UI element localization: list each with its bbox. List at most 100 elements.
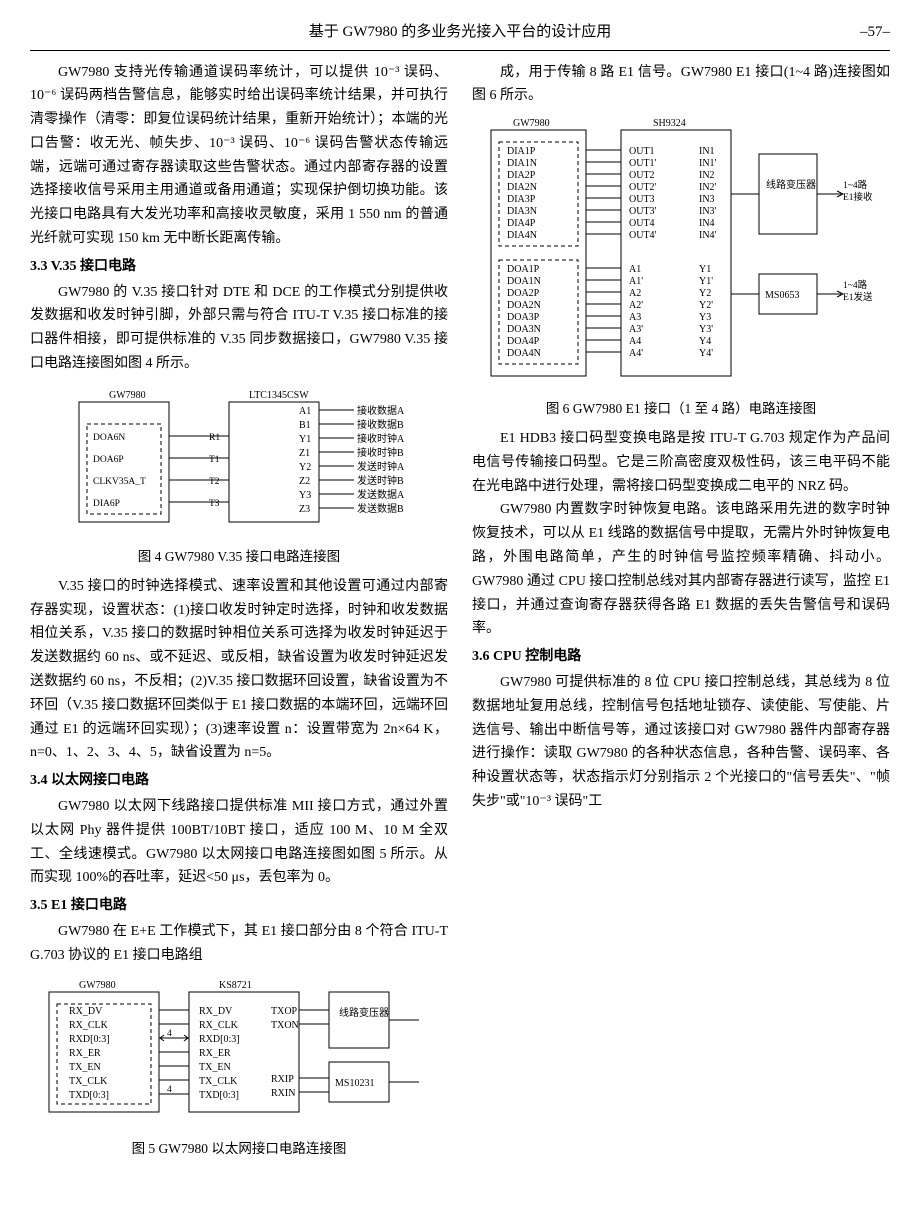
svg-text:CLKV35A_T: CLKV35A_T	[93, 477, 146, 487]
svg-text:DIA3N: DIA3N	[507, 206, 537, 217]
svg-text:线路变压器: 线路变压器	[339, 1006, 389, 1019]
svg-text:Y2: Y2	[699, 288, 711, 299]
svg-text:Z1: Z1	[299, 448, 310, 459]
svg-text:OUT2: OUT2	[629, 170, 655, 181]
body-text: GW7980 在 E+E 工作模式下，其 E1 接口部分由 8 个符合 ITU-…	[30, 920, 448, 968]
svg-text:A4: A4	[629, 336, 641, 347]
svg-text:接收时钟B: 接收时钟B	[357, 446, 404, 459]
svg-text:GW7980: GW7980	[79, 980, 116, 991]
page-number: –57–	[830, 20, 890, 46]
svg-text:Y1: Y1	[699, 264, 711, 275]
svg-text:DOA2P: DOA2P	[507, 288, 540, 299]
svg-text:OUT2': OUT2'	[629, 182, 657, 193]
svg-text:Y3: Y3	[699, 312, 711, 323]
svg-text:OUT1: OUT1	[629, 146, 655, 157]
svg-text:DIA3P: DIA3P	[507, 194, 536, 205]
svg-text:RXD[0:3]: RXD[0:3]	[199, 1034, 240, 1045]
svg-text:Y2: Y2	[299, 462, 311, 473]
svg-text:DIA4N: DIA4N	[507, 230, 537, 241]
svg-text:DOA3P: DOA3P	[507, 312, 540, 323]
svg-text:A4': A4'	[629, 348, 643, 359]
svg-text:E1发送: E1发送	[843, 291, 873, 303]
running-title: 基于 GW7980 的多业务光接入平台的设计应用	[90, 20, 830, 46]
svg-text:IN3': IN3'	[699, 206, 717, 217]
svg-text:RX_CLK: RX_CLK	[199, 1020, 239, 1031]
svg-text:Y4: Y4	[699, 336, 711, 347]
svg-text:DOA3N: DOA3N	[507, 324, 541, 335]
svg-text:IN4': IN4'	[699, 230, 717, 241]
svg-text:1~4路: 1~4路	[843, 179, 868, 191]
svg-text:T3: T3	[209, 499, 220, 509]
svg-text:发送数据B: 发送数据B	[357, 502, 404, 515]
svg-text:TXON: TXON	[271, 1020, 299, 1031]
svg-text:接收时钟A: 接收时钟A	[357, 432, 405, 445]
svg-text:发送时钟A: 发送时钟A	[357, 460, 405, 473]
svg-text:B1: B1	[299, 420, 311, 431]
svg-text:DIA6P: DIA6P	[93, 499, 120, 509]
svg-text:TXD[0:3]: TXD[0:3]	[199, 1090, 239, 1101]
svg-text:Y2': Y2'	[699, 300, 713, 311]
figure-4: GW7980 DOA6N DOA6P CLKV35A_T DIA6P LTC13…	[30, 382, 448, 569]
section-heading: 3.6 CPU 控制电路	[472, 645, 890, 669]
svg-text:A1: A1	[299, 406, 311, 417]
svg-text:TXD[0:3]: TXD[0:3]	[69, 1090, 109, 1101]
svg-text:IN4: IN4	[699, 218, 715, 229]
figure-5: GW7980 KS8721 线路变压器 MS10231 RX_DV RX_CLK…	[30, 974, 448, 1161]
body-text: 成，用于传输 8 路 E1 信号。GW7980 E1 接口(1~4 路)连接图如…	[472, 61, 890, 109]
svg-text:TX_EN: TX_EN	[69, 1062, 101, 1073]
svg-text:Z2: Z2	[299, 476, 310, 487]
svg-text:T1: T1	[209, 455, 220, 465]
svg-text:Y3': Y3'	[699, 324, 713, 335]
svg-text:TX_CLK: TX_CLK	[69, 1076, 108, 1087]
svg-text:DIA2N: DIA2N	[507, 182, 537, 193]
svg-text:发送时钟B: 发送时钟B	[357, 474, 404, 487]
svg-text:DOA2N: DOA2N	[507, 300, 541, 311]
svg-text:4: 4	[167, 1029, 172, 1039]
svg-text:线路变压器: 线路变压器	[766, 178, 816, 191]
svg-text:GW7980: GW7980	[109, 390, 146, 401]
figure-caption: 图 5 GW7980 以太网接口电路连接图	[30, 1138, 448, 1161]
svg-text:TX_CLK: TX_CLK	[199, 1076, 238, 1087]
svg-text:DOA6N: DOA6N	[93, 433, 125, 443]
svg-text:A3': A3'	[629, 324, 643, 335]
svg-text:RX_DV: RX_DV	[69, 1006, 103, 1017]
body-text: GW7980 可提供标准的 8 位 CPU 接口控制总线，其总线为 8 位数据地…	[472, 671, 890, 814]
svg-text:OUT4': OUT4'	[629, 230, 657, 241]
svg-text:IN3: IN3	[699, 194, 715, 205]
svg-text:DOA1P: DOA1P	[507, 264, 540, 275]
svg-text:发送数据A: 发送数据A	[357, 488, 405, 501]
svg-text:RXD[0:3]: RXD[0:3]	[69, 1034, 110, 1045]
svg-text:DOA4P: DOA4P	[507, 336, 540, 347]
svg-text:RX_DV: RX_DV	[199, 1006, 233, 1017]
svg-text:IN1: IN1	[699, 146, 715, 157]
svg-text:KS8721: KS8721	[219, 980, 252, 991]
svg-text:TX_EN: TX_EN	[199, 1062, 231, 1073]
figure-caption: 图 4 GW7980 V.35 接口电路连接图	[30, 546, 448, 569]
svg-text:RX_CLK: RX_CLK	[69, 1020, 109, 1031]
svg-text:OUT4: OUT4	[629, 218, 655, 229]
body-text: E1 HDB3 接口码型变换电路是按 ITU-T G.703 规定作为产品间电信…	[472, 427, 890, 498]
section-heading: 3.5 E1 接口电路	[30, 894, 448, 918]
svg-text:A2': A2'	[629, 300, 643, 311]
svg-text:DIA4P: DIA4P	[507, 218, 536, 229]
body-text: GW7980 内置数字时钟恢复电路。该电路采用先进的数字时钟恢复技术，可以从 E…	[472, 498, 890, 641]
svg-text:DOA1N: DOA1N	[507, 276, 541, 287]
svg-text:Y4': Y4'	[699, 348, 713, 359]
body-text: V.35 接口的时钟选择模式、速率设置和其他设置可通过内部寄存器实现，设置状态：…	[30, 575, 448, 765]
svg-text:DIA1N: DIA1N	[507, 158, 537, 169]
svg-text:Y3: Y3	[299, 490, 311, 501]
svg-text:Y1: Y1	[299, 434, 311, 445]
body-text: GW7980 支持光传输通道误码率统计，可以提供 10⁻³ 误码、10⁻⁶ 误码…	[30, 61, 448, 251]
svg-text:IN1': IN1'	[699, 158, 717, 169]
svg-text:DIA2P: DIA2P	[507, 170, 536, 181]
body-text: GW7980 以太网下线路接口提供标准 MII 接口方式，通过外置以太网 Phy…	[30, 795, 448, 890]
svg-text:Y1': Y1'	[699, 276, 713, 287]
svg-text:4: 4	[167, 1085, 172, 1095]
figure-caption: 图 6 GW7980 E1 接口（1 至 4 路）电路连接图	[472, 398, 890, 421]
svg-text:IN2': IN2'	[699, 182, 717, 193]
svg-text:接收数据A: 接收数据A	[357, 404, 405, 417]
svg-text:A3: A3	[629, 312, 641, 323]
svg-text:DIA1P: DIA1P	[507, 146, 536, 157]
svg-text:RX_ER: RX_ER	[69, 1048, 101, 1059]
svg-text:LTC1345CSW: LTC1345CSW	[249, 390, 309, 401]
